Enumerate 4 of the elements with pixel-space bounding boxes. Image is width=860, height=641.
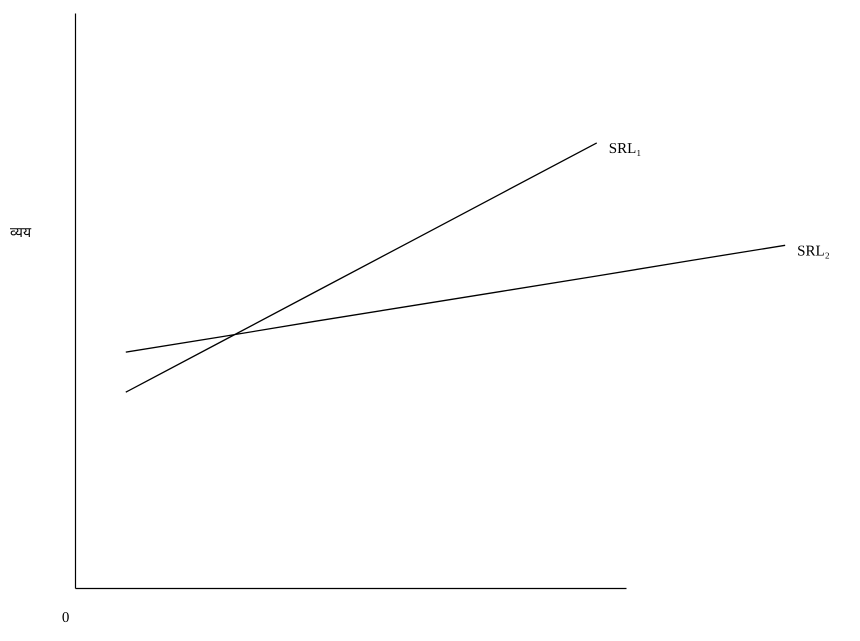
text: 0	[62, 610, 70, 626]
series-label: SRL₂	[797, 243, 830, 260]
y-axis-title: व्यय	[10, 224, 32, 241]
series-label: SRL₁	[608, 140, 642, 157]
